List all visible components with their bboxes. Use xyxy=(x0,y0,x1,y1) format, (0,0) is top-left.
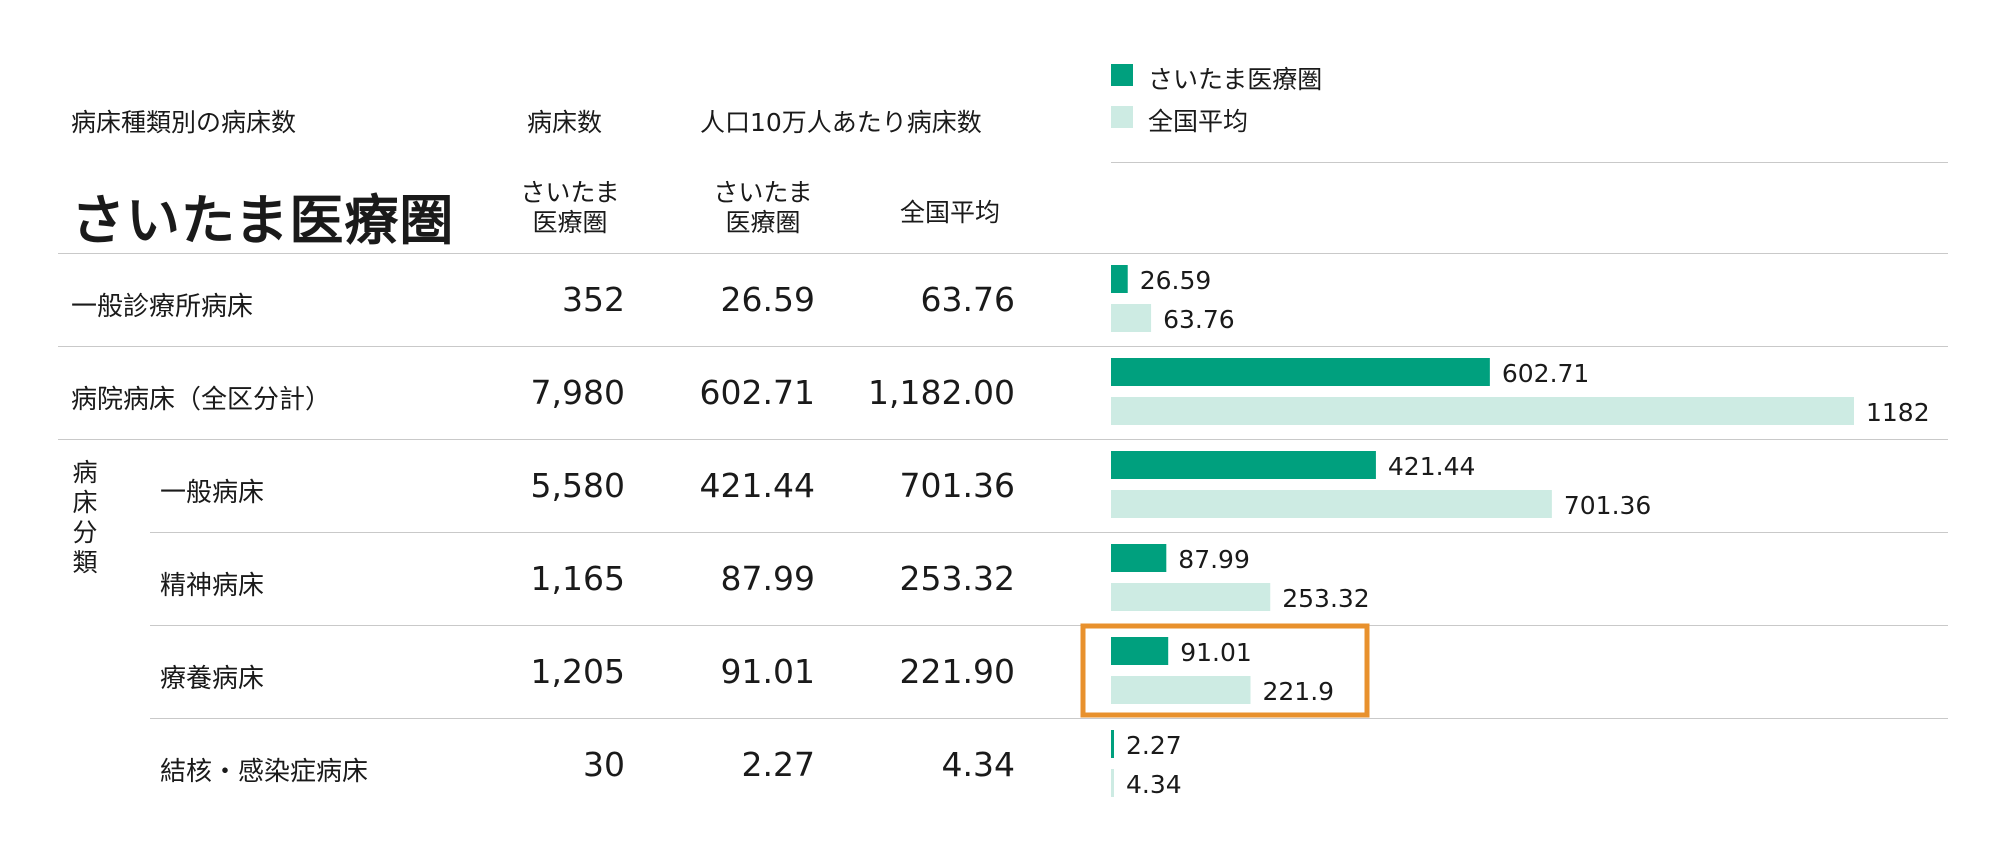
bar-value-label-national: 1182 xyxy=(1866,398,1930,427)
row-rule-1 xyxy=(58,346,1948,347)
bar-value-label-national: 63.76 xyxy=(1163,305,1235,334)
category-vertical-label: 病 床 分 類 xyxy=(70,458,100,578)
bar-value-label-region: 87.99 xyxy=(1178,545,1250,574)
bar-value-label-region: 421.44 xyxy=(1388,452,1475,481)
column-header-per100k: 人口10万人あたり病床数 xyxy=(700,108,982,137)
subheader-region-rate: さいたま 医療圏 xyxy=(703,178,823,238)
legend-swatch-region xyxy=(1111,64,1133,86)
cell-beds: 1,205 xyxy=(530,652,625,691)
cell-beds: 30 xyxy=(583,745,625,784)
row-label: 病院病床（全区分計） xyxy=(71,385,332,415)
category-char-4: 類 xyxy=(72,548,98,577)
cell-rate-national: 221.90 xyxy=(899,652,1015,691)
bar-national xyxy=(1111,769,1114,797)
bar-value-label-national: 4.34 xyxy=(1126,770,1182,799)
row-label: 一般病床 xyxy=(160,478,265,508)
bar-value-label-national: 701.36 xyxy=(1564,491,1651,520)
highlight-box xyxy=(1080,623,1370,718)
category-char-2: 床 xyxy=(72,488,98,517)
bar-region xyxy=(1111,637,1169,665)
row-label: 結核・感染症病床 xyxy=(160,757,369,787)
category-char-1: 病 xyxy=(72,458,98,487)
cell-beds: 1,165 xyxy=(530,559,625,598)
row-rule-3 xyxy=(150,532,1948,533)
cell-rate-region: 602.71 xyxy=(699,373,815,412)
row-label: 一般診療所病床 xyxy=(71,292,254,322)
cell-beds: 5,580 xyxy=(530,466,625,505)
category-char-3: 分 xyxy=(72,518,98,547)
cell-rate-national: 63.76 xyxy=(920,280,1015,319)
subheader-region-beds-line1: さいたま xyxy=(520,178,620,207)
legend-label-national: 全国平均 xyxy=(1148,107,1249,136)
cell-rate-region: 2.27 xyxy=(741,745,815,784)
table-caption: 病床種類別の病床数 xyxy=(71,108,297,137)
cell-rate-national: 701.36 xyxy=(899,466,1015,505)
bar-region xyxy=(1111,265,1128,293)
bar-value-label-region: 91.01 xyxy=(1180,638,1252,667)
row-rule-2 xyxy=(58,439,1948,440)
region-title: さいたま医療圏 xyxy=(71,189,455,252)
row-rule-0 xyxy=(58,253,1948,254)
subheader-national: 全国平均 xyxy=(900,198,1001,227)
bar-value-label-national: 253.32 xyxy=(1282,584,1369,613)
subheader-region-beds: さいたま 医療圏 xyxy=(510,178,630,238)
legend-label-region: さいたま医療圏 xyxy=(1148,65,1323,94)
cell-rate-region: 421.44 xyxy=(699,466,815,505)
bar-national xyxy=(1111,304,1152,332)
bar-region xyxy=(1111,451,1376,479)
bar-value-label-region: 26.59 xyxy=(1140,266,1212,295)
row-rule-4 xyxy=(150,625,1948,626)
legend-swatch-national xyxy=(1111,106,1133,128)
cell-rate-national: 4.34 xyxy=(941,745,1015,784)
bar-value-label-national: 221.9 xyxy=(1262,677,1334,706)
cell-beds: 7,980 xyxy=(530,373,625,412)
bar-value-label-region: 2.27 xyxy=(1126,731,1182,760)
bar-region xyxy=(1111,544,1167,572)
cell-rate-region: 26.59 xyxy=(720,280,815,319)
bar-region xyxy=(1111,358,1490,386)
legend-rule xyxy=(1111,162,1948,163)
column-header-beds: 病床数 xyxy=(527,108,603,137)
cell-rate-national: 1,182.00 xyxy=(868,373,1015,412)
cell-rate-national: 253.32 xyxy=(899,559,1015,598)
cell-rate-region: 87.99 xyxy=(720,559,815,598)
bar-national xyxy=(1111,397,1854,425)
bar-national xyxy=(1111,583,1271,611)
row-label: 精神病床 xyxy=(160,571,265,601)
subheader-region-rate-line1: さいたま xyxy=(713,178,813,207)
subheader-region-rate-line2: 医療圏 xyxy=(725,208,801,237)
cell-beds: 352 xyxy=(562,280,625,319)
row-rule-5 xyxy=(150,718,1948,719)
bar-region xyxy=(1111,730,1114,758)
subheader-region-beds-line2: 医療圏 xyxy=(532,208,608,237)
bar-value-label-region: 602.71 xyxy=(1502,359,1589,388)
bar-national xyxy=(1111,490,1552,518)
bar-national xyxy=(1111,676,1251,704)
row-label: 療養病床 xyxy=(160,664,265,694)
cell-rate-region: 91.01 xyxy=(720,652,815,691)
